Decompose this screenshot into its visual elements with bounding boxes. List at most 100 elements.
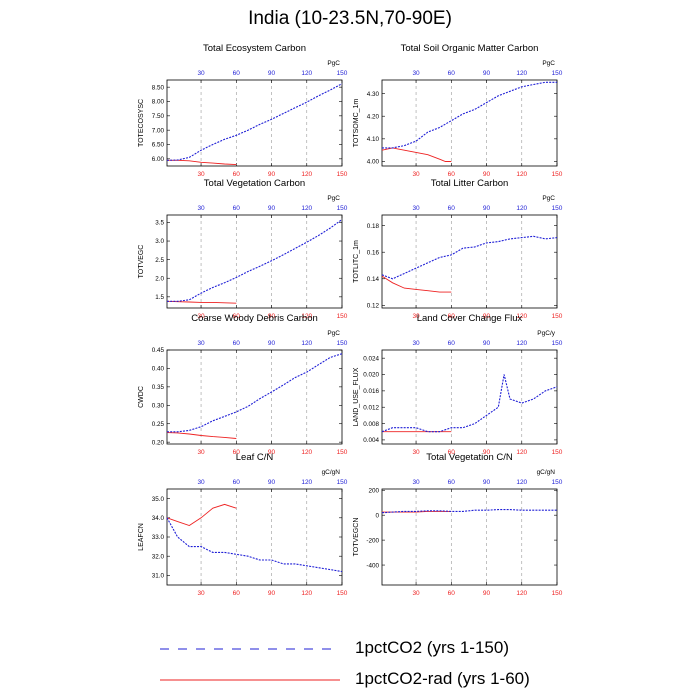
y-tick-label: 3.0 (155, 238, 164, 245)
plot-frame (381, 79, 558, 167)
legend-label-co2: 1pctCO2 (yrs 1-150) (355, 638, 509, 657)
x-tick-label-top: 120 (516, 205, 527, 212)
units-label: PgC (542, 195, 555, 202)
y-tick-label: 4.10 (367, 136, 380, 143)
series-line-co2 (166, 517, 343, 573)
series-line-co2 (167, 219, 343, 302)
x-tick-label-top: 60 (448, 70, 456, 77)
x-tick-label-bottom: 60 (233, 171, 241, 178)
y-tick-label: 32.0 (152, 553, 165, 560)
panel-4: Coarse Woody Debris Carbon PgC CWDC 30 30 60 6… (138, 313, 348, 456)
panel-5: Land Cover Change Flux PgC/y LAND_USE_FLUX… (353, 313, 563, 456)
x-tick-label-bottom: 30 (412, 449, 420, 456)
y-tick-label: 7.50 (152, 113, 165, 120)
figure-title: India (10-23.5N,70-90E) (248, 8, 452, 29)
x-tick-label-bottom: 90 (483, 171, 491, 178)
x-tick-label-bottom: 30 (197, 313, 205, 320)
y-tick-label: 2.0 (155, 275, 164, 282)
x-tick-label-top: 150 (552, 70, 563, 77)
series-line-co2 (167, 353, 343, 433)
y-axis-label: TOTECOSYSC (138, 99, 145, 147)
y-tick-label: 0 (375, 512, 379, 519)
x-tick-label-bottom: 120 (301, 313, 312, 320)
y-axis-label: TOTVEGC (138, 245, 145, 279)
x-tick-label-bottom: 30 (412, 313, 420, 320)
units-label: PgC (327, 330, 340, 337)
x-tick-label-top: 90 (268, 205, 276, 212)
series-line-rad (167, 159, 237, 166)
y-axis-label: LEAFCN (138, 523, 145, 551)
panel-7: Total Vegetation C/N gC/gN TOTVEGCN 30 30 60 6… (353, 452, 563, 597)
series-line-rad (381, 275, 452, 293)
x-tick-label-top: 30 (197, 70, 205, 77)
x-tick-label-top: 60 (448, 479, 456, 486)
y-axis-label: LAND_USE_FLUX (353, 367, 360, 426)
series-line-rad (166, 503, 237, 526)
y-tick-label: 0.30 (152, 402, 165, 409)
x-tick-label-bottom: 60 (448, 590, 456, 597)
panel-3: Total Litter Carbon PgC TOTLITC_1m 30 30 60 60… (353, 178, 563, 320)
y-axis-label: TOTLITC_1m (353, 240, 360, 283)
panel-title: Total Ecosystem Carbon (203, 43, 306, 54)
x-tick-label-bottom: 120 (301, 171, 312, 178)
x-tick-label-top: 120 (301, 479, 312, 486)
x-tick-label-bottom: 150 (552, 171, 563, 178)
x-tick-label-bottom: 60 (448, 313, 456, 320)
x-tick-label-top: 150 (337, 205, 348, 212)
y-tick-label: 3.5 (155, 220, 164, 227)
y-tick-label: 31.0 (152, 573, 165, 580)
series-line-co2 (382, 81, 557, 149)
x-tick-label-bottom: 60 (233, 449, 241, 456)
y-tick-label: 6.50 (152, 142, 165, 149)
x-tick-label-top: 150 (552, 205, 563, 212)
x-tick-label-top: 120 (516, 70, 527, 77)
x-tick-label-top: 60 (448, 205, 456, 212)
x-tick-label-bottom: 120 (516, 590, 527, 597)
legend-swatches (160, 648, 340, 681)
y-axis-label: TOTSOMC_1m (353, 99, 360, 148)
units-label: PgC/y (537, 330, 555, 337)
x-tick-label-bottom: 90 (483, 313, 491, 320)
x-tick-label-top: 90 (483, 70, 491, 77)
plot-frame (166, 214, 343, 309)
panel-title: Total Vegetation Carbon (204, 178, 305, 189)
y-tick-label: 7.00 (152, 127, 165, 134)
series-line-co2 (381, 509, 557, 514)
x-tick-label-top: 30 (197, 340, 205, 347)
panel-title: Total Litter Carbon (431, 178, 509, 189)
x-tick-label-bottom: 30 (412, 171, 420, 178)
y-tick-label: 0.012 (363, 404, 379, 411)
x-tick-label-top: 60 (448, 340, 456, 347)
x-tick-label-bottom: 150 (552, 449, 563, 456)
y-tick-label: 0.008 (363, 421, 379, 428)
plot-frame (381, 214, 558, 309)
x-tick-label-top: 30 (197, 205, 205, 212)
x-tick-label-bottom: 150 (337, 449, 348, 456)
x-tick-label-top: 90 (268, 340, 276, 347)
x-tick-label-top: 60 (233, 205, 241, 212)
y-tick-label: 0.18 (367, 223, 380, 230)
units-label: PgC (542, 60, 555, 67)
units-label: PgC (327, 195, 340, 202)
x-tick-label-bottom: 120 (516, 313, 527, 320)
y-tick-label: 4.30 (367, 91, 380, 98)
panel-6: Leaf C/N gC/gN LEAFCN 30 30 60 60 90 90 120 120 150… (138, 452, 348, 597)
x-tick-label-top: 120 (516, 340, 527, 347)
y-tick-label: 0.004 (363, 437, 379, 444)
x-tick-label-bottom: 120 (516, 449, 527, 456)
series-line-co2 (381, 235, 558, 280)
x-tick-label-bottom: 30 (412, 590, 420, 597)
x-tick-label-top: 150 (552, 479, 563, 486)
x-tick-label-top: 30 (412, 340, 420, 347)
y-tick-label: 4.00 (367, 159, 380, 166)
x-tick-label-bottom: 150 (552, 590, 563, 597)
series-line-co2 (166, 83, 343, 161)
x-tick-label-top: 30 (197, 479, 205, 486)
y-tick-label: 0.024 (363, 355, 379, 362)
y-tick-label: 200 (368, 487, 379, 494)
y-tick-label: 35.0 (152, 496, 165, 503)
y-tick-label: 0.45 (152, 347, 165, 354)
units-label: PgC (327, 60, 340, 67)
y-tick-label: 0.16 (367, 249, 380, 256)
